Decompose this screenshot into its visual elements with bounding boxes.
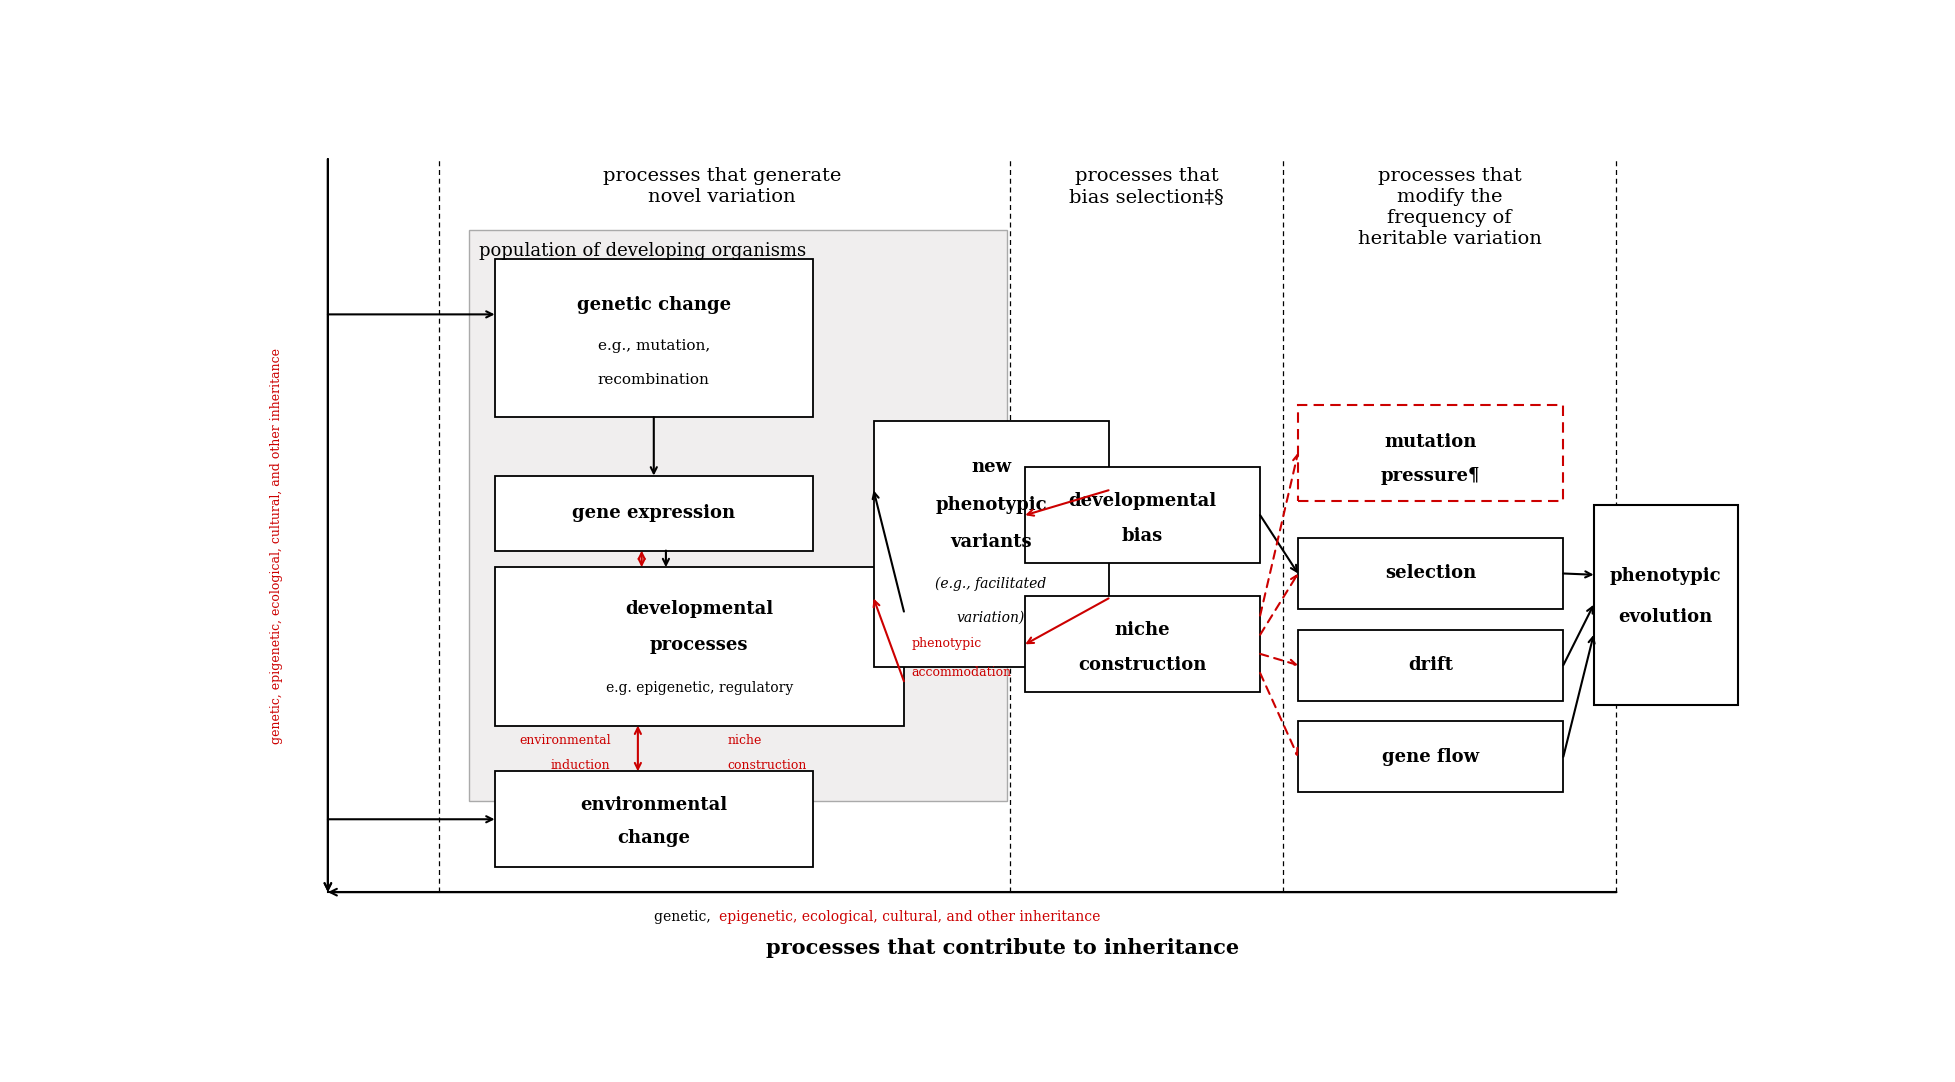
Text: phenotypic: phenotypic [934,496,1046,514]
Text: developmental: developmental [626,599,772,618]
Text: genetic, epigenetic, ecological, cultural, and other inheritance: genetic, epigenetic, ecological, cultura… [270,348,283,744]
FancyBboxPatch shape [1024,596,1259,692]
Text: pressure¶: pressure¶ [1380,466,1480,485]
Text: gene flow: gene flow [1382,748,1478,766]
FancyBboxPatch shape [1024,467,1259,563]
Text: new: new [970,459,1011,476]
FancyBboxPatch shape [469,229,1007,801]
Text: variation): variation) [956,610,1024,624]
Text: genetic change: genetic change [577,295,731,314]
Text: processes that contribute to inheritance: processes that contribute to inheritance [766,938,1238,958]
Text: evolution: evolution [1617,608,1713,626]
Text: genetic,: genetic, [653,910,716,924]
Text: accommodation: accommodation [911,667,1011,679]
Text: environmental: environmental [581,795,727,814]
Text: epigenetic, ecological, cultural, and other inheritance: epigenetic, ecological, cultural, and ot… [719,910,1101,924]
Text: (e.g., facilitated: (e.g., facilitated [934,577,1046,591]
Text: e.g. epigenetic, regulatory: e.g. epigenetic, regulatory [606,681,792,695]
Text: variants: variants [950,533,1032,551]
Text: environmental: environmental [518,734,610,747]
FancyBboxPatch shape [874,422,1108,668]
Text: processes that
modify the
frequency of
heritable variation: processes that modify the frequency of h… [1357,168,1541,248]
Text: drift: drift [1408,656,1453,674]
FancyBboxPatch shape [1298,405,1562,501]
Text: processes that
bias selection‡§: processes that bias selection‡§ [1069,168,1224,207]
FancyBboxPatch shape [495,771,813,867]
Text: phenotypic: phenotypic [911,637,981,650]
FancyBboxPatch shape [495,259,813,418]
Text: bias: bias [1122,527,1163,544]
Text: niche: niche [727,734,760,747]
FancyBboxPatch shape [495,567,903,726]
Text: developmental: developmental [1067,491,1216,510]
Text: e.g., mutation,: e.g., mutation, [598,340,710,354]
FancyBboxPatch shape [1298,630,1562,700]
Text: induction: induction [551,758,610,771]
Text: recombination: recombination [598,373,710,386]
Text: construction: construction [1077,656,1206,674]
Text: population of developing organisms: population of developing organisms [479,241,805,260]
Text: processes: processes [649,636,749,654]
FancyBboxPatch shape [1593,504,1736,704]
Text: gene expression: gene expression [573,504,735,523]
Text: construction: construction [727,758,805,771]
Text: niche: niche [1114,621,1169,638]
Text: selection: selection [1384,565,1476,582]
FancyBboxPatch shape [1298,722,1562,792]
Text: processes that generate
novel variation: processes that generate novel variation [602,168,841,207]
Text: change: change [618,829,690,847]
FancyBboxPatch shape [1298,538,1562,609]
FancyBboxPatch shape [495,476,813,551]
Text: phenotypic: phenotypic [1609,567,1720,584]
Text: mutation: mutation [1384,433,1476,451]
